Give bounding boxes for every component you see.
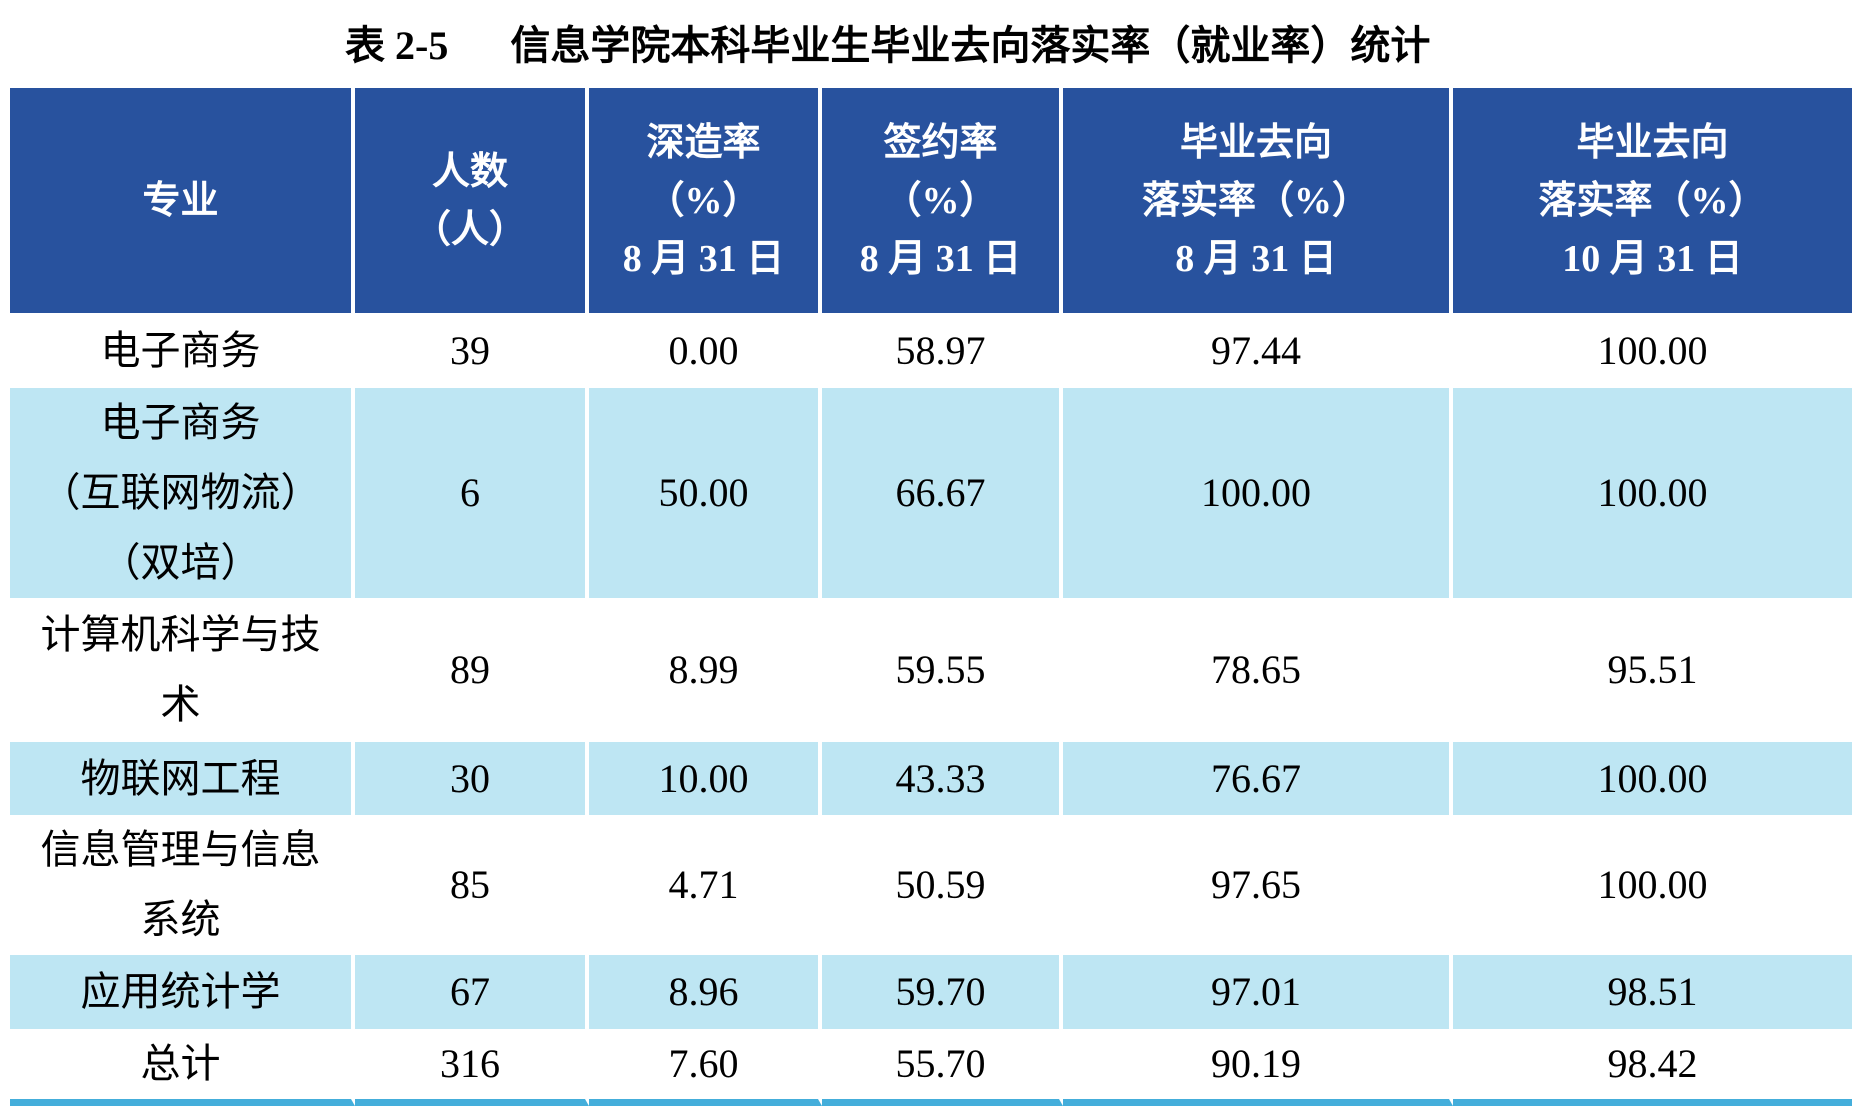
cell-implementation-rate-oct: 98.51 [1453,955,1852,1029]
cell-contract-rate: 59.70 [822,955,1063,1029]
cell-major: 电子商务 （互联网物流） （双培） [10,388,355,598]
cell-contract-rate: 59.55 [822,598,1063,742]
cell-count: 6 [355,388,589,598]
header-cell-implementation-rate-oct: 毕业去向 落实率（%） 10 月 31 日 [1453,88,1852,313]
cell-contract-rate: 50.59 [822,815,1063,955]
header-cell-further-study-rate: 深造率 （%） 8 月 31 日 [589,88,822,313]
header-cell-contract-rate: 签约率 （%） 8 月 31 日 [822,88,1063,313]
cell-implementation-rate-aug: 97.01 [1063,955,1453,1029]
cell-implementation-rate-oct: 98.42 [1453,1029,1852,1106]
table-row: 信息管理与信息 系统 85 4.71 50.59 97.65 100.00 [10,815,1852,955]
cell-further-study-rate: 4.71 [589,815,822,955]
cell-further-study-rate: 8.96 [589,955,822,1029]
cell-implementation-rate-oct: 100.00 [1453,313,1852,388]
cell-implementation-rate-oct: 100.00 [1453,815,1852,955]
cell-contract-rate: 43.33 [822,742,1063,815]
table-row: 电子商务 （互联网物流） （双培） 6 50.00 66.67 100.00 1… [10,388,1852,598]
cell-count: 39 [355,313,589,388]
cell-major: 计算机科学与技 术 [10,598,355,742]
cell-implementation-rate-aug: 97.65 [1063,815,1453,955]
table-title-text: 信息学院本科毕业生毕业去向落实率（就业率）统计 [510,23,1431,68]
cell-further-study-rate: 10.00 [589,742,822,815]
cell-implementation-rate-aug: 90.19 [1063,1029,1453,1106]
table-row: 物联网工程 30 10.00 43.33 76.67 100.00 [10,742,1852,815]
cell-count: 316 [355,1029,589,1106]
header-row: 专业 人数 （人） 深造率 （%） 8 月 31 日 签约率 （%） 8 月 3… [10,88,1852,313]
header-cell-implementation-rate-aug: 毕业去向 落实率（%） 8 月 31 日 [1063,88,1453,313]
cell-further-study-rate: 0.00 [589,313,822,388]
cell-count: 67 [355,955,589,1029]
cell-major: 总计 [10,1029,355,1106]
table-body: 电子商务 39 0.00 58.97 97.44 100.00 电子商务 （互联… [10,313,1852,1106]
table-header: 专业 人数 （人） 深造率 （%） 8 月 31 日 签约率 （%） 8 月 3… [10,88,1852,313]
cell-major: 电子商务 [10,313,355,388]
cell-count: 85 [355,815,589,955]
cell-implementation-rate-oct: 95.51 [1453,598,1852,742]
cell-major: 物联网工程 [10,742,355,815]
table-row: 计算机科学与技 术 89 8.99 59.55 78.65 95.51 [10,598,1852,742]
table-number-label: 表 2-5 [345,23,449,68]
cell-contract-rate: 66.67 [822,388,1063,598]
header-cell-major: 专业 [10,88,355,313]
table-row: 电子商务 39 0.00 58.97 97.44 100.00 [10,313,1852,388]
cell-implementation-rate-aug: 76.67 [1063,742,1453,815]
employment-stats-table: 专业 人数 （人） 深造率 （%） 8 月 31 日 签约率 （%） 8 月 3… [10,88,1852,1106]
cell-count: 30 [355,742,589,815]
header-cell-count: 人数 （人） [355,88,589,313]
cell-count: 89 [355,598,589,742]
cell-implementation-rate-aug: 97.44 [1063,313,1453,388]
cell-contract-rate: 55.70 [822,1029,1063,1106]
cell-major: 应用统计学 [10,955,355,1029]
cell-major: 信息管理与信息 系统 [10,815,355,955]
table-row-total: 总计 316 7.60 55.70 90.19 98.42 [10,1029,1852,1106]
cell-implementation-rate-oct: 100.00 [1453,742,1852,815]
cell-implementation-rate-oct: 100.00 [1453,388,1852,598]
cell-implementation-rate-aug: 78.65 [1063,598,1453,742]
cell-further-study-rate: 8.99 [589,598,822,742]
cell-implementation-rate-aug: 100.00 [1063,388,1453,598]
cell-further-study-rate: 50.00 [589,388,822,598]
table-row: 应用统计学 67 8.96 59.70 97.01 98.51 [10,955,1852,1029]
cell-contract-rate: 58.97 [822,313,1063,388]
cell-further-study-rate: 7.60 [589,1029,822,1106]
table-title: 表 2-5 信息学院本科毕业生毕业去向落实率（就业率）统计 [345,24,1430,68]
